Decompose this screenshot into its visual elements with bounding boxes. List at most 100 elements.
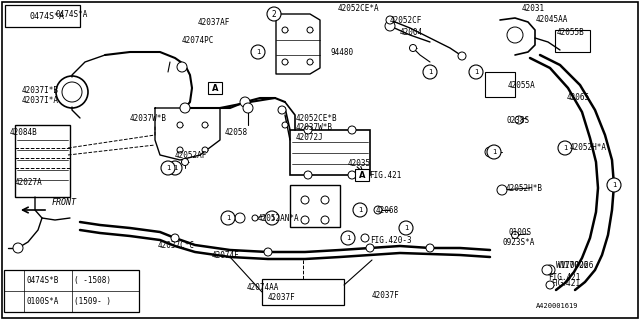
Circle shape bbox=[171, 234, 179, 242]
Circle shape bbox=[177, 122, 183, 128]
Text: 42052AF: 42052AF bbox=[175, 150, 207, 159]
Text: A: A bbox=[212, 84, 218, 92]
Text: 42084B: 42084B bbox=[10, 127, 38, 137]
Text: 42052CE*B: 42052CE*B bbox=[296, 114, 338, 123]
Text: 0100S: 0100S bbox=[508, 228, 531, 236]
Circle shape bbox=[235, 213, 245, 223]
Text: 1: 1 bbox=[11, 277, 15, 284]
Text: 1: 1 bbox=[474, 69, 478, 75]
Circle shape bbox=[485, 147, 495, 157]
Bar bbox=[290, 130, 370, 175]
Text: 42055A: 42055A bbox=[508, 81, 536, 90]
Bar bbox=[355, 169, 369, 181]
Text: 42045AA: 42045AA bbox=[536, 14, 568, 23]
Circle shape bbox=[545, 265, 555, 275]
Text: 42074F: 42074F bbox=[212, 251, 240, 260]
Text: 1: 1 bbox=[404, 225, 408, 231]
Circle shape bbox=[7, 295, 19, 308]
Text: 2: 2 bbox=[271, 10, 276, 19]
Circle shape bbox=[385, 21, 395, 31]
Circle shape bbox=[558, 141, 572, 155]
Circle shape bbox=[221, 211, 235, 225]
Circle shape bbox=[252, 215, 258, 221]
Circle shape bbox=[177, 147, 183, 153]
Circle shape bbox=[507, 27, 523, 43]
Text: 42031: 42031 bbox=[522, 4, 545, 12]
Circle shape bbox=[265, 211, 279, 225]
Circle shape bbox=[374, 206, 382, 214]
Circle shape bbox=[243, 103, 253, 113]
Circle shape bbox=[168, 161, 182, 175]
Text: 0238S: 0238S bbox=[506, 116, 529, 124]
Circle shape bbox=[321, 216, 329, 224]
Text: 0474S*B: 0474S*B bbox=[26, 276, 58, 285]
Text: 1: 1 bbox=[256, 49, 260, 55]
Circle shape bbox=[607, 178, 621, 192]
Circle shape bbox=[177, 62, 187, 72]
Text: 42052CE*A: 42052CE*A bbox=[338, 4, 380, 12]
Circle shape bbox=[399, 221, 413, 235]
Text: 42052H*A: 42052H*A bbox=[570, 142, 607, 151]
Text: (1509- ): (1509- ) bbox=[74, 297, 111, 306]
Text: 42074PC: 42074PC bbox=[182, 36, 214, 44]
Circle shape bbox=[386, 16, 394, 24]
Text: FIG.421: FIG.421 bbox=[551, 278, 580, 287]
Text: 2: 2 bbox=[11, 299, 15, 305]
Circle shape bbox=[304, 171, 312, 179]
Circle shape bbox=[240, 97, 250, 107]
Text: 42037W*B: 42037W*B bbox=[296, 123, 333, 132]
Circle shape bbox=[341, 231, 355, 245]
Text: 0923S*A: 0923S*A bbox=[502, 237, 534, 246]
Bar bbox=[15, 125, 70, 197]
Text: 1: 1 bbox=[563, 145, 567, 151]
Circle shape bbox=[426, 244, 434, 252]
Circle shape bbox=[366, 244, 374, 252]
Circle shape bbox=[348, 171, 356, 179]
Circle shape bbox=[282, 27, 288, 33]
Circle shape bbox=[278, 106, 286, 114]
Text: 94480: 94480 bbox=[330, 47, 353, 57]
Circle shape bbox=[10, 9, 24, 23]
Circle shape bbox=[264, 248, 272, 256]
Text: 1: 1 bbox=[166, 165, 170, 171]
Text: 1: 1 bbox=[173, 165, 177, 171]
Circle shape bbox=[282, 59, 288, 65]
Text: 1: 1 bbox=[226, 215, 230, 221]
Text: 1: 1 bbox=[269, 215, 275, 221]
Text: 1: 1 bbox=[428, 69, 432, 75]
Text: 1: 1 bbox=[346, 235, 350, 241]
Text: 0100S*A: 0100S*A bbox=[26, 297, 58, 306]
Circle shape bbox=[307, 59, 313, 65]
Circle shape bbox=[267, 7, 281, 21]
Text: 42037F: 42037F bbox=[268, 293, 296, 302]
Circle shape bbox=[7, 275, 19, 286]
Circle shape bbox=[497, 185, 507, 195]
Text: 42037AF: 42037AF bbox=[198, 18, 230, 27]
Text: FIG.421: FIG.421 bbox=[548, 274, 580, 283]
Text: W170026: W170026 bbox=[558, 260, 595, 269]
Text: 42055B: 42055B bbox=[557, 28, 585, 36]
Text: 42037C*C: 42037C*C bbox=[158, 241, 195, 250]
Text: A420001619: A420001619 bbox=[536, 303, 579, 309]
Circle shape bbox=[410, 44, 417, 52]
Text: A: A bbox=[359, 171, 365, 180]
Circle shape bbox=[251, 45, 265, 59]
Circle shape bbox=[546, 281, 554, 289]
Text: 42052H*B: 42052H*B bbox=[506, 183, 543, 193]
Circle shape bbox=[458, 52, 466, 60]
Text: 42052CF: 42052CF bbox=[390, 15, 422, 25]
Text: 42037W*B: 42037W*B bbox=[130, 114, 167, 123]
Text: FRONT: FRONT bbox=[52, 197, 77, 206]
Circle shape bbox=[202, 147, 208, 153]
Circle shape bbox=[307, 27, 313, 33]
Text: FIG.421: FIG.421 bbox=[369, 171, 401, 180]
Circle shape bbox=[511, 231, 518, 238]
Bar bbox=[262, 279, 344, 305]
Bar bbox=[290, 185, 340, 227]
Text: 1: 1 bbox=[15, 12, 19, 20]
Text: 42027A: 42027A bbox=[15, 178, 43, 187]
Bar bbox=[555, 30, 590, 52]
Circle shape bbox=[423, 65, 437, 79]
Circle shape bbox=[321, 196, 329, 204]
Text: 42058: 42058 bbox=[225, 127, 248, 137]
